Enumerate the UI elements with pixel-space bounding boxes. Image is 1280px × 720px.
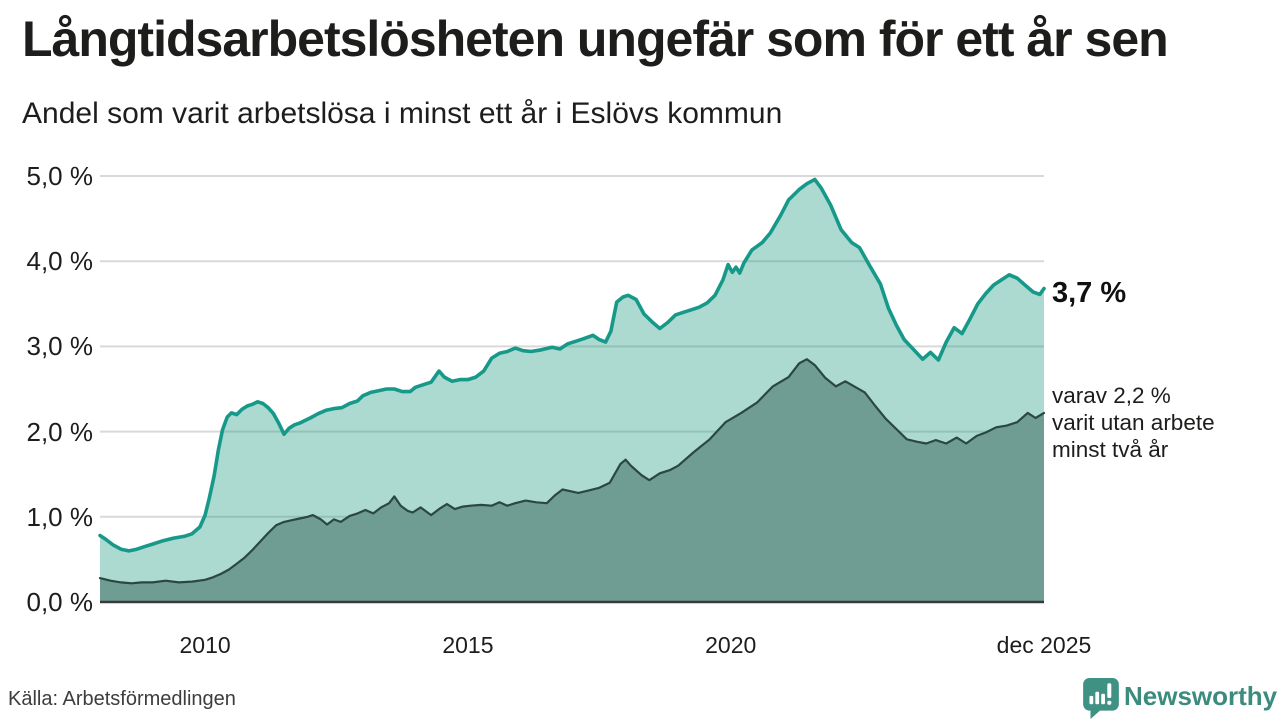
x-tick-label: 2020 (705, 632, 757, 658)
y-tick-label: 3,0 % (26, 331, 94, 362)
y-tick-label: 5,0 % (26, 161, 94, 191)
x-tick-label: 2015 (442, 632, 494, 658)
y-tick-label: 1,0 % (26, 501, 94, 532)
line-two-years (98, 358, 1046, 585)
secondary-label-line-3: minst två år (1052, 437, 1169, 462)
x-tick-label: dec 2025 (996, 632, 1092, 658)
y-tick-label: 4,0 % (26, 246, 94, 277)
source-note: Källa: Arbetsförmedlingen (8, 688, 236, 710)
page-title: Långtidsarbetslösheten ungefär som för e… (22, 11, 1169, 67)
latest-value-label: 3,7 % (1052, 277, 1127, 309)
y-tick-label: 0,0 % (26, 587, 94, 617)
newsworthy-brand-text: Newsworthy (1124, 681, 1278, 711)
newsworthy-logo: Newsworthy (1082, 677, 1278, 719)
line-total-longterm (98, 177, 1046, 553)
secondary-series-label: varav 2,2 % varit utan arbete minst två … (1052, 382, 1215, 463)
newsworthy-logo-icon (1083, 678, 1119, 719)
y-tick-label: 2,0 % (26, 416, 94, 447)
secondary-label-line-1: varav 2,2 % (1052, 383, 1171, 408)
area-two-years (100, 359, 1044, 602)
x-tick-label: 2010 (179, 632, 231, 658)
secondary-label-line-2: varit utan arbete (1052, 410, 1215, 435)
chart-subtitle: Andel som varit arbetslösa i minst ett å… (22, 97, 783, 130)
